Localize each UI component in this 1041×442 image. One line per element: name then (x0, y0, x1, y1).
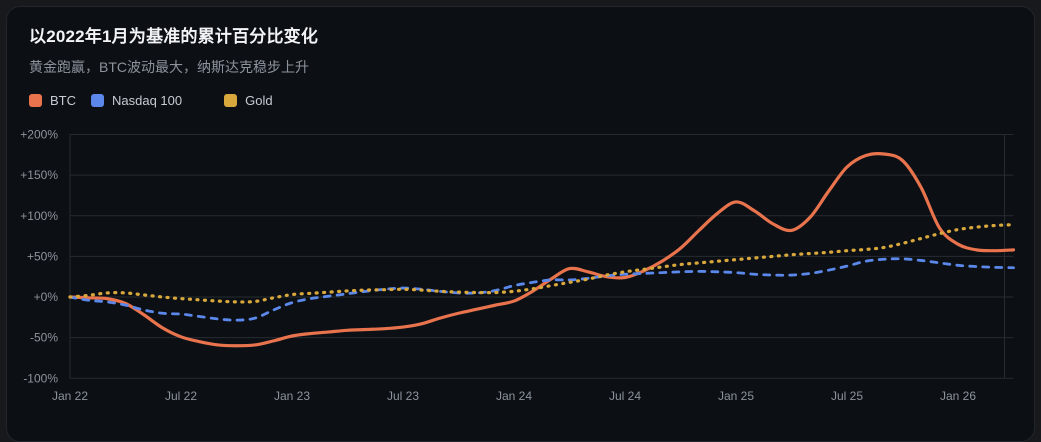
y-axis-label: +150% (20, 168, 58, 182)
y-axis-label: +0% (34, 290, 59, 304)
gold-legend-swatch (224, 94, 238, 107)
legend: BTC Nasdaq 100 Gold (29, 93, 273, 108)
legend-item-btc[interactable]: BTC (29, 93, 76, 108)
series-line-nasdaq-100 (68, 257, 1015, 322)
y-axis-label: +200% (20, 128, 58, 142)
x-axis-label: Jul 23 (387, 389, 419, 403)
x-axis-label: Jul 22 (165, 389, 197, 403)
line-chart[interactable]: +200% +150% +100% +50% +0% -50% -100% Jan 22 Jul… (0, 0, 1041, 428)
series-line-gold (68, 223, 1016, 304)
legend-item-nasdaq[interactable]: Nasdaq 100 (91, 93, 182, 108)
btc-legend-swatch (29, 94, 42, 107)
nasdaq-legend-swatch (91, 94, 104, 107)
y-axis-label: +100% (20, 209, 58, 223)
x-axis-label: Jan 22 (52, 389, 88, 403)
btc-legend-label: BTC (50, 93, 76, 108)
y-axis-label: -50% (30, 331, 58, 345)
chart-card: 以2022年1月为基准的累计百分比变化 黄金跑赢，BTC波动最大，纳斯达克稳步上… (6, 6, 1035, 442)
y-axis-label: +50% (27, 249, 58, 263)
nasdaq-legend-label: Nasdaq 100 (112, 93, 183, 108)
x-axis-label: Jan 26 (940, 389, 976, 403)
chart-title: 以2022年1月为基准的累计百分比变化 (29, 27, 319, 46)
gold-legend-label: Gold (245, 93, 273, 108)
x-axis-label: Jan 23 (274, 389, 310, 403)
x-axis-label: Jul 24 (609, 389, 641, 403)
series-line-btc (68, 151, 1016, 348)
legend-item-gold[interactable]: Gold (224, 93, 273, 108)
x-axis-label: Jul 25 (831, 389, 863, 403)
x-axis-label: Jan 25 (718, 389, 754, 403)
chart-subtitle: 黄金跑赢，BTC波动最大，纳斯达克稳步上升 (29, 59, 309, 75)
x-axis-label: Jan 24 (496, 389, 532, 403)
y-axis-label: -100% (23, 371, 58, 385)
